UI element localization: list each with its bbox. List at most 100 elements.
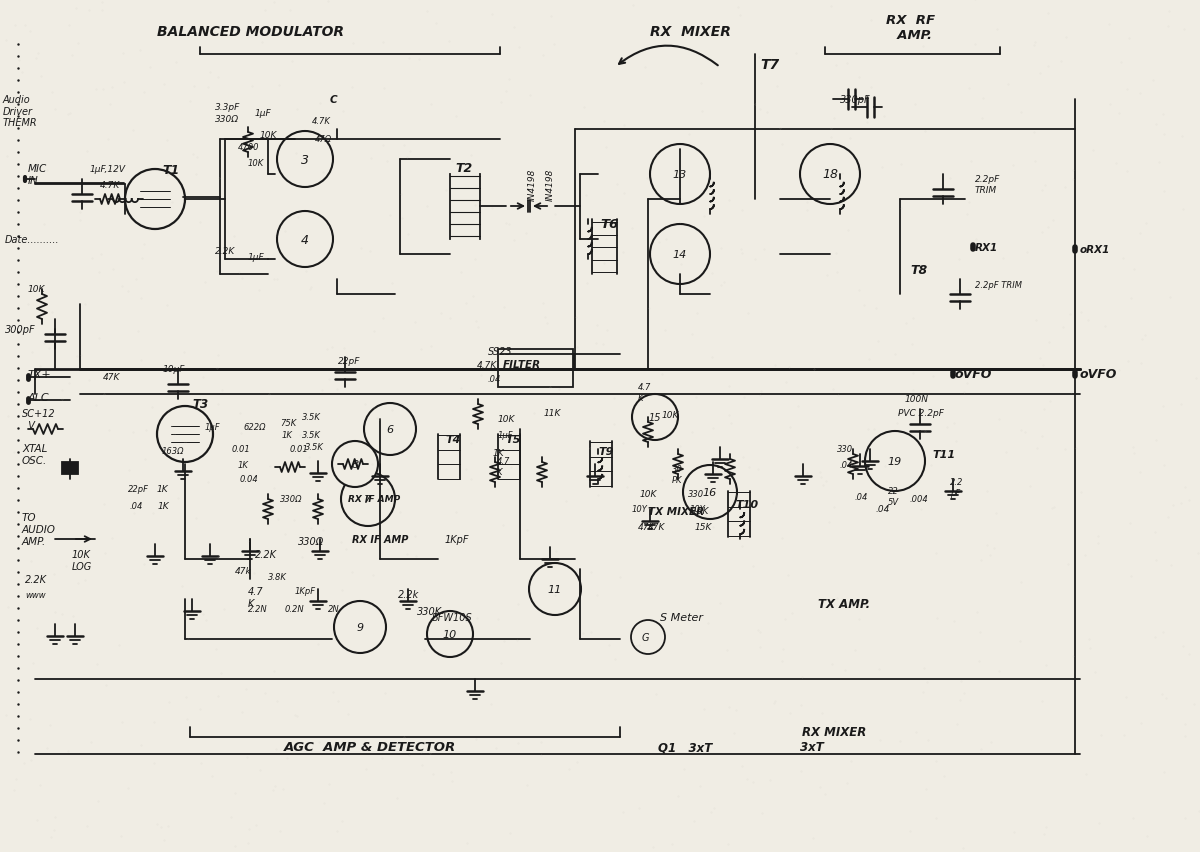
Text: 4.7K: 4.7K — [100, 181, 120, 189]
Text: ALC: ALC — [28, 393, 49, 402]
Text: 330Ω: 330Ω — [215, 115, 239, 124]
Text: .04: .04 — [130, 502, 143, 511]
Text: 0.04: 0.04 — [240, 475, 259, 484]
Text: LOG: LOG — [72, 561, 92, 572]
Text: 2.2pF
TRIM: 2.2pF TRIM — [976, 176, 1001, 194]
Text: 47K: 47K — [103, 373, 120, 382]
Text: PVC 2.2pF: PVC 2.2pF — [898, 408, 944, 417]
Text: AGC  AMP & DETECTOR: AGC AMP & DETECTOR — [284, 740, 456, 754]
Text: T7: T7 — [760, 58, 779, 72]
Text: 10Y: 10Y — [632, 505, 648, 514]
Text: Audio
Driver
THEMR: Audio Driver THEMR — [4, 95, 37, 128]
Text: 1K: 1K — [493, 448, 505, 457]
Text: 2.2K: 2.2K — [215, 247, 235, 256]
Text: 10μF: 10μF — [163, 365, 185, 374]
Text: 10K: 10K — [28, 285, 46, 294]
Text: 47K: 47K — [648, 523, 665, 532]
Text: 4.7
K: 4.7 K — [248, 586, 264, 608]
Text: 22pF: 22pF — [128, 485, 149, 494]
Text: 2.2pF TRIM: 2.2pF TRIM — [976, 280, 1022, 289]
Text: 2.2
pF: 2.2 pF — [950, 478, 964, 497]
Text: 2.2K: 2.2K — [256, 550, 277, 560]
Text: 330Ω: 330Ω — [298, 537, 324, 546]
Text: 4.7K: 4.7K — [478, 360, 497, 369]
Text: 10K: 10K — [72, 550, 91, 560]
Text: 3.5K: 3.5K — [305, 443, 324, 452]
Text: 0.2N: 0.2N — [286, 605, 305, 613]
Text: 30
PK: 30 PK — [672, 464, 683, 484]
Text: 3.8K: 3.8K — [268, 573, 287, 582]
Text: 7: 7 — [365, 494, 372, 504]
Text: T9: T9 — [598, 446, 613, 457]
Text: 11: 11 — [548, 584, 562, 595]
Text: T2: T2 — [455, 161, 473, 175]
Text: RX IF AMP: RX IF AMP — [348, 495, 401, 504]
Circle shape — [865, 431, 925, 492]
Circle shape — [683, 465, 737, 520]
Text: 10K: 10K — [248, 158, 264, 167]
Circle shape — [427, 611, 473, 657]
Text: TX AMP.: TX AMP. — [818, 598, 870, 611]
Text: RX MIXER: RX MIXER — [802, 726, 866, 739]
Circle shape — [332, 441, 378, 487]
Text: T1: T1 — [162, 164, 179, 176]
Text: TX+: TX+ — [28, 370, 52, 379]
Text: 622Ω: 622Ω — [244, 423, 265, 432]
Text: RX  MIXER: RX MIXER — [649, 25, 731, 39]
Circle shape — [800, 145, 860, 204]
Text: 47k: 47k — [235, 567, 252, 576]
Text: 1K: 1K — [282, 430, 293, 439]
Text: 0.01: 0.01 — [290, 445, 308, 454]
Text: 2.2N: 2.2N — [248, 605, 268, 613]
Text: 330Ω: 330Ω — [280, 495, 302, 504]
Text: 11K: 11K — [544, 408, 562, 417]
Text: T6: T6 — [600, 218, 618, 231]
Text: 4700: 4700 — [238, 143, 259, 153]
Text: Q1   3xT: Q1 3xT — [658, 740, 713, 754]
Text: 1KpF: 1KpF — [295, 587, 316, 596]
Text: 16: 16 — [703, 487, 718, 498]
Text: 330K: 330K — [418, 607, 442, 616]
Text: 330pF: 330pF — [840, 95, 871, 105]
Text: oVFO: oVFO — [1080, 368, 1117, 381]
Text: 3.5K: 3.5K — [302, 430, 320, 439]
Text: 1μF,12V: 1μF,12V — [90, 165, 126, 175]
Text: 4.7
K: 4.7 K — [497, 457, 510, 476]
Text: 4.7
K: 4.7 K — [638, 383, 652, 402]
Text: 47K: 47K — [638, 523, 655, 532]
Text: 0.01: 0.01 — [232, 445, 251, 454]
Text: C: C — [330, 95, 337, 105]
Text: 10K: 10K — [260, 130, 277, 140]
Text: 47Ω: 47Ω — [316, 135, 332, 144]
Text: .04: .04 — [840, 460, 853, 469]
Text: 10K: 10K — [498, 415, 515, 424]
Text: T10: T10 — [736, 499, 758, 509]
Text: .04: .04 — [856, 493, 869, 502]
Text: IN4198: IN4198 — [546, 169, 556, 201]
Text: IN4198: IN4198 — [528, 169, 538, 201]
Text: TX MIXER: TX MIXER — [648, 506, 704, 516]
Text: 1K: 1K — [157, 485, 169, 494]
Text: SC+12
  V: SC+12 V — [22, 409, 55, 430]
Text: 3xT: 3xT — [800, 740, 823, 754]
Text: 22
5V: 22 5V — [888, 486, 899, 506]
Text: oVFO: oVFO — [955, 368, 992, 381]
Text: 22pF: 22pF — [338, 357, 360, 366]
Text: 6: 6 — [386, 424, 394, 435]
Text: 14: 14 — [673, 250, 688, 260]
Circle shape — [125, 170, 185, 230]
Text: T11: T11 — [932, 450, 955, 459]
Circle shape — [650, 145, 710, 204]
Circle shape — [632, 394, 678, 440]
Text: 2.2K: 2.2K — [25, 574, 47, 584]
Text: 10K: 10K — [640, 490, 658, 499]
Text: 1K: 1K — [238, 460, 248, 469]
Circle shape — [157, 406, 214, 463]
Text: MIC
IN: MIC IN — [28, 164, 47, 186]
Text: 3.5K: 3.5K — [302, 413, 320, 422]
Text: G: G — [641, 632, 649, 642]
Text: 1μF: 1μF — [205, 423, 221, 432]
Text: 8: 8 — [352, 459, 359, 469]
Circle shape — [364, 404, 416, 456]
Circle shape — [277, 132, 334, 187]
